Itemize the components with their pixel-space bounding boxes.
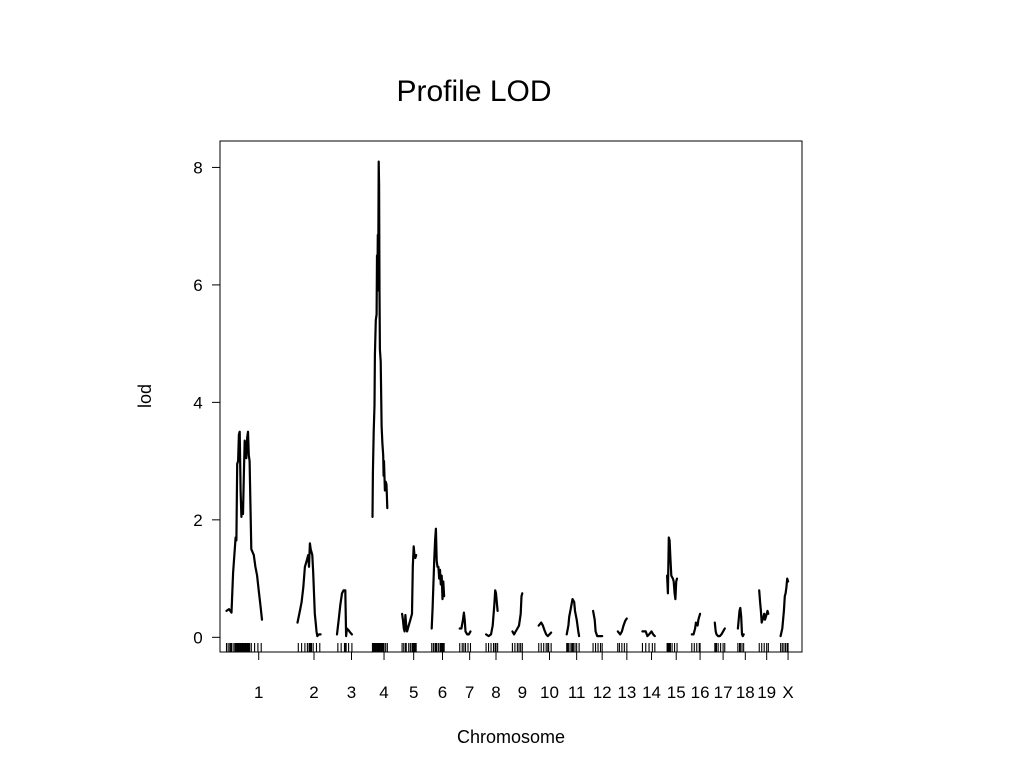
lod-lines — [225, 160, 790, 638]
x-tick-label: 14 — [642, 683, 661, 702]
lod-line-chr-2 — [296, 542, 322, 638]
lod-line-chr-5 — [401, 545, 418, 633]
y-tick-label: 4 — [193, 393, 202, 412]
y-tick-label: 2 — [193, 511, 202, 530]
lod-line-chr-3 — [335, 589, 353, 638]
x-tick-label: 8 — [491, 683, 500, 702]
chart-title: Profile LOD — [396, 75, 551, 108]
x-tick-label: 6 — [438, 683, 447, 702]
x-tick-label: X — [782, 683, 793, 702]
lod-line-chr-7 — [458, 611, 472, 636]
lod-line-chr-14 — [641, 630, 656, 638]
lod-line-chr-10 — [537, 621, 553, 638]
x-axis: 1 2 3 4 5 6 7 8 9 10 11 12 13 14 15 16 17 18 19 X — [254, 652, 794, 702]
lod-line-chr-13 — [616, 617, 628, 636]
x-tick-label: 18 — [736, 683, 755, 702]
lod-line-chr-9 — [511, 592, 524, 636]
lod-line-chr-4 — [371, 160, 389, 519]
lod-line-chr-18 — [736, 606, 745, 638]
lod-line-chr-8 — [485, 589, 499, 638]
lod-line-chr-12 — [591, 609, 604, 638]
y-axis: 0 2 4 6 8 — [193, 158, 220, 647]
y-tick-label: 8 — [193, 158, 202, 177]
x-tick-label: 12 — [593, 683, 612, 702]
lod-line-chr-1 — [225, 430, 264, 621]
x-tick-label: 15 — [667, 683, 686, 702]
lod-line-chr-16 — [690, 612, 702, 636]
x-tick-label: 4 — [379, 683, 388, 702]
x-tick-label: 17 — [714, 683, 733, 702]
x-tick-label: 10 — [540, 683, 559, 702]
x-tick-label: 3 — [347, 683, 356, 702]
x-tick-label: 7 — [465, 683, 474, 702]
y-tick-label: 0 — [193, 628, 202, 647]
x-tick-label: 9 — [518, 683, 527, 702]
y-axis-label: lod — [135, 384, 155, 408]
marker-rug — [225, 643, 789, 652]
lod-line-chr-15 — [665, 536, 679, 601]
plot-frame — [219, 140, 803, 653]
x-tick-label: 5 — [409, 683, 418, 702]
lod-line-chr-17 — [713, 621, 726, 638]
x-tick-label: 19 — [757, 683, 776, 702]
x-tick-label: 2 — [309, 683, 318, 702]
x-tick-label: 1 — [254, 683, 263, 702]
y-tick-label: 6 — [193, 276, 202, 295]
x-tick-label: 13 — [617, 683, 636, 702]
x-tick-label: 16 — [691, 683, 710, 702]
x-tick-label: 11 — [568, 683, 586, 702]
lod-line-chr-X — [779, 577, 790, 638]
lod-line-chr-19 — [758, 589, 770, 624]
lod-line-chr-11 — [565, 597, 581, 638]
x-axis-label: Chromosome — [457, 727, 565, 747]
lod-line-chr-6 — [430, 527, 446, 630]
